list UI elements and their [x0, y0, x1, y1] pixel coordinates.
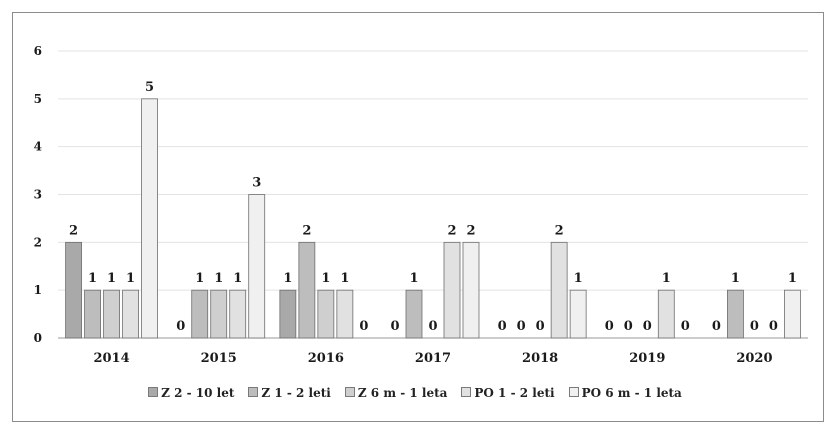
bar-2016-series-1 — [298, 241, 316, 339]
legend: Z 2 - 10 let Z 1 - 2 leti Z 6 m - 1 leta PO… — [0, 386, 830, 400]
bar-2015-series-2 — [210, 289, 228, 339]
bar-2016-series-2 — [317, 289, 335, 339]
legend-label: Z 1 - 2 leti — [261, 386, 331, 400]
bar-2016-series-3 — [336, 289, 354, 339]
data-label: 1 — [321, 271, 330, 286]
data-label: 1 — [574, 271, 583, 286]
data-label: 1 — [107, 271, 116, 286]
legend-label: PO 1 - 2 leti — [474, 386, 555, 400]
bar-2014-series-4 — [141, 98, 158, 339]
bar-2014-series-3 — [122, 289, 139, 339]
bars — [65, 98, 801, 339]
x-tick-label: 2014 — [93, 351, 129, 366]
bar-2017-series-1 — [405, 289, 423, 339]
legend-item: Z 6 m - 1 leta — [344, 386, 448, 400]
data-label: 1 — [283, 271, 292, 286]
data-label: 3 — [252, 176, 261, 191]
data-label: 0 — [769, 319, 778, 334]
legend-swatch — [344, 387, 355, 397]
legend-swatch — [568, 387, 579, 397]
bar-2019-series-3 — [657, 289, 675, 339]
x-tick-label: 2020 — [736, 351, 772, 366]
data-label: 0 — [605, 319, 614, 334]
bar-2020-series-4 — [784, 289, 801, 339]
y-axis-ticks: 0 1 2 3 4 5 6 — [34, 44, 42, 345]
data-label: 1 — [731, 271, 740, 286]
data-label: 0 — [681, 319, 690, 334]
data-label: 0 — [643, 319, 652, 334]
legend-swatch — [148, 387, 159, 397]
bar-2020-series-1 — [727, 289, 744, 339]
x-tick-label: 2015 — [201, 351, 237, 366]
legend-label: Z 6 m - 1 leta — [357, 386, 448, 400]
y-tick-label: 0 — [34, 331, 42, 345]
data-label: 0 — [750, 319, 759, 334]
legend-item: PO 6 m - 1 leta — [568, 386, 682, 400]
x-tick-label: 2018 — [522, 351, 558, 366]
data-label: 0 — [390, 319, 399, 334]
x-tick-label: 2019 — [629, 351, 665, 366]
data-label: 2 — [466, 223, 475, 238]
data-label: 0 — [712, 319, 721, 334]
bar-2018-series-4 — [569, 289, 587, 339]
legend-swatch — [248, 387, 259, 397]
data-label: 0 — [428, 319, 437, 334]
bar-2016-series-0 — [279, 289, 297, 339]
bar-2014-series-2 — [103, 289, 120, 339]
data-label: 0 — [498, 319, 507, 334]
data-label: 1 — [126, 271, 135, 286]
data-label: 2 — [555, 223, 564, 238]
x-tick-label: 2016 — [308, 351, 344, 366]
y-tick-label: 6 — [34, 44, 42, 58]
legend-item: Z 1 - 2 leti — [248, 386, 331, 400]
data-label: 1 — [88, 271, 97, 286]
data-label: 0 — [359, 319, 368, 334]
bar-2018-series-3 — [550, 241, 568, 339]
data-label: 1 — [233, 271, 242, 286]
y-tick-label: 4 — [34, 140, 42, 154]
data-label: 1 — [195, 271, 204, 286]
data-label: 2 — [447, 223, 456, 238]
data-label: 1 — [340, 271, 349, 286]
data-label: 1 — [788, 271, 797, 286]
bar-2014-series-0 — [65, 241, 82, 339]
y-tick-label: 1 — [34, 283, 42, 297]
legend-item: Z 2 - 10 let — [148, 386, 234, 400]
data-label: 1 — [214, 271, 223, 286]
data-label: 2 — [302, 223, 311, 238]
grid-lines — [58, 50, 808, 339]
data-label: 5 — [145, 80, 154, 95]
y-tick-label: 3 — [34, 188, 42, 202]
data-label: 0 — [517, 319, 526, 334]
data-label: 0 — [176, 319, 185, 334]
legend-label: Z 2 - 10 let — [161, 386, 235, 400]
bar-2017-series-4 — [462, 241, 480, 339]
data-label: 1 — [409, 271, 418, 286]
bar-2015-series-3 — [229, 289, 247, 339]
data-label: 2 — [69, 223, 78, 238]
legend-label: PO 6 m - 1 leta — [581, 386, 682, 400]
y-tick-label: 2 — [34, 235, 42, 249]
bar-2017-series-3 — [443, 241, 461, 339]
legend-swatch — [461, 387, 472, 397]
y-tick-label: 5 — [34, 92, 42, 106]
data-label: 0 — [624, 319, 633, 334]
bar-2015-series-4 — [248, 194, 266, 339]
bar-2014-series-1 — [84, 289, 101, 339]
data-label: 1 — [662, 271, 671, 286]
legend-item: PO 1 - 2 leti — [461, 386, 555, 400]
x-axis-ticks: 2014 2015 2016 2017 2018 2019 2020 — [93, 351, 772, 366]
x-tick-label: 2017 — [415, 351, 451, 366]
data-label: 0 — [536, 319, 545, 334]
bar-2015-series-1 — [191, 289, 209, 339]
